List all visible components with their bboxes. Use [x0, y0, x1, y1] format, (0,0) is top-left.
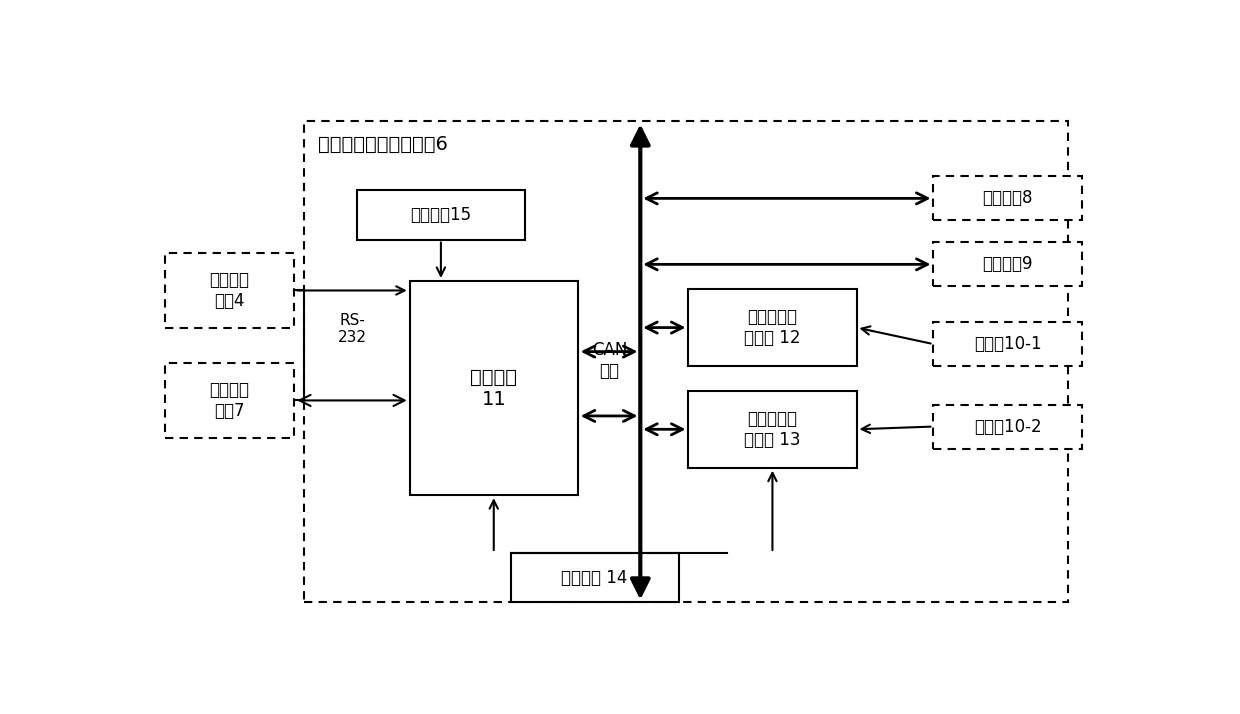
Bar [688, 391, 857, 468]
Bar [165, 253, 294, 328]
Bar [934, 176, 1083, 221]
Text: 车外图像处
理模块 13: 车外图像处 理模块 13 [744, 410, 801, 448]
Text: 测距装置9: 测距装置9 [982, 256, 1033, 273]
Text: 测速装置8: 测速装置8 [982, 189, 1033, 207]
Text: 摄像机10-1: 摄像机10-1 [975, 335, 1042, 353]
Text: 摄像机10-2: 摄像机10-2 [975, 418, 1042, 436]
Bar [934, 405, 1083, 448]
Bar [688, 289, 857, 366]
Bar [165, 363, 294, 438]
Bar [511, 553, 678, 603]
Bar [934, 242, 1083, 286]
Text: RS-
232: RS- 232 [337, 313, 367, 345]
Bar [934, 322, 1083, 366]
Text: 主控模块
11: 主控模块 11 [470, 368, 517, 408]
Text: 电源模块 14: 电源模块 14 [562, 569, 627, 587]
Text: 车载通信
系统7: 车载通信 系统7 [210, 381, 249, 420]
Bar [304, 121, 1068, 603]
Text: 报警装置15: 报警装置15 [410, 206, 471, 224]
Bar [357, 190, 525, 240]
Text: 车载定位
系统4: 车载定位 系统4 [210, 271, 249, 310]
Text: 车内图像处
理模块 12: 车内图像处 理模块 12 [744, 308, 801, 347]
Text: 车辆行驶状态识别系统6: 车辆行驶状态识别系统6 [319, 135, 448, 154]
Text: CAN
总线: CAN 总线 [591, 341, 627, 380]
Bar [409, 281, 578, 496]
